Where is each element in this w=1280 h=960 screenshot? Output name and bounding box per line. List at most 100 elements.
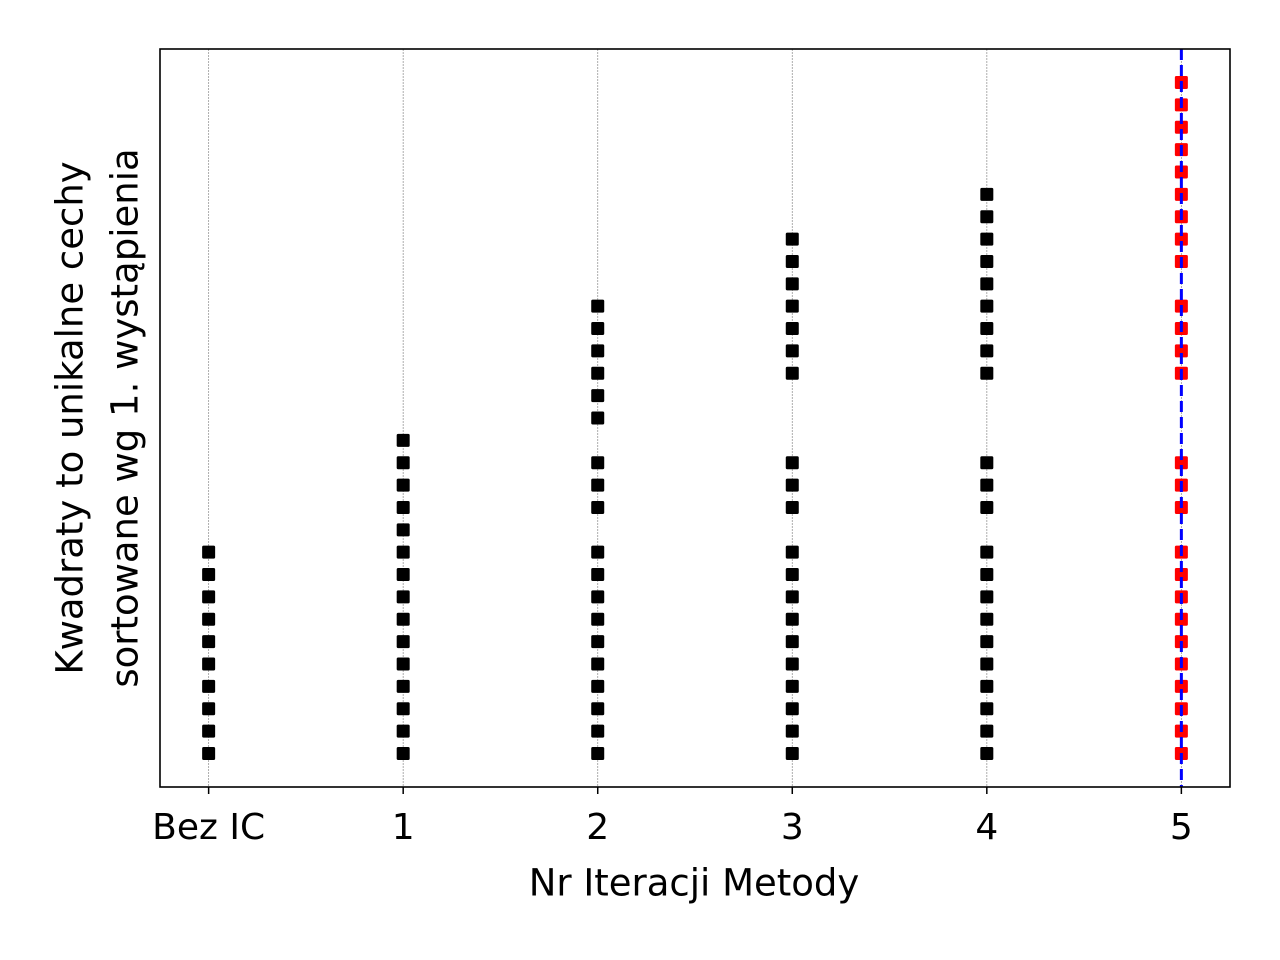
point: [785, 679, 799, 693]
point: [591, 724, 605, 738]
point: [202, 657, 216, 671]
point: [591, 344, 605, 358]
point: [980, 344, 994, 358]
point: [1174, 120, 1188, 134]
point: [980, 299, 994, 313]
point: [785, 746, 799, 760]
point: [591, 456, 605, 470]
point: [591, 746, 605, 760]
point: [591, 657, 605, 671]
x-tick-label: 5: [1170, 807, 1193, 848]
point: [1174, 344, 1188, 358]
point: [785, 724, 799, 738]
point: [1174, 456, 1188, 470]
point: [591, 612, 605, 626]
point: [591, 411, 605, 425]
point: [396, 590, 410, 604]
point: [980, 478, 994, 492]
point: [785, 366, 799, 380]
x-tick-label: 1: [392, 807, 415, 848]
point: [202, 590, 216, 604]
point: [980, 590, 994, 604]
point: [980, 277, 994, 291]
point: [785, 545, 799, 559]
point: [980, 210, 994, 224]
x-tick-label: 2: [586, 807, 609, 848]
point: [785, 568, 799, 582]
point: [591, 322, 605, 336]
point: [591, 545, 605, 559]
point: [785, 635, 799, 649]
point: [396, 568, 410, 582]
point: [202, 545, 216, 559]
point: [591, 679, 605, 693]
point: [785, 277, 799, 291]
point: [980, 568, 994, 582]
point: [785, 500, 799, 514]
point: [396, 523, 410, 537]
point: [396, 478, 410, 492]
point: [396, 657, 410, 671]
point: [591, 635, 605, 649]
point: [591, 299, 605, 313]
point: [396, 500, 410, 514]
point: [202, 724, 216, 738]
point: [396, 635, 410, 649]
point: [785, 456, 799, 470]
point: [396, 724, 410, 738]
point: [591, 500, 605, 514]
x-tick-label: 4: [975, 807, 998, 848]
point: [1174, 568, 1188, 582]
point: [202, 679, 216, 693]
point: [980, 322, 994, 336]
point: [1174, 232, 1188, 246]
point: [980, 232, 994, 246]
point: [1174, 679, 1188, 693]
point: [785, 322, 799, 336]
point: [785, 702, 799, 716]
point: [591, 366, 605, 380]
point: [202, 612, 216, 626]
point: [396, 746, 410, 760]
point: [785, 344, 799, 358]
y-axis-label: sortowane wg 1. wystąpienia: [104, 148, 147, 687]
plot-frame: [159, 48, 1231, 788]
point: [785, 254, 799, 268]
point: [980, 187, 994, 201]
point: [785, 612, 799, 626]
point: [396, 702, 410, 716]
point: [591, 568, 605, 582]
point: [980, 612, 994, 626]
point: [396, 612, 410, 626]
point: [396, 456, 410, 470]
point: [980, 254, 994, 268]
point: [785, 478, 799, 492]
x-axis-label: Nr Iteracji Metody: [529, 862, 860, 905]
x-tick-label: 3: [781, 807, 804, 848]
point: [785, 590, 799, 604]
point: [980, 702, 994, 716]
x-tick-label: Bez IC: [152, 807, 265, 848]
point: [980, 635, 994, 649]
point: [396, 679, 410, 693]
point: [591, 389, 605, 403]
point: [202, 635, 216, 649]
point: [202, 568, 216, 582]
point: [785, 657, 799, 671]
point: [980, 500, 994, 514]
point: [785, 232, 799, 246]
point: [591, 702, 605, 716]
point: [202, 746, 216, 760]
point: [980, 746, 994, 760]
point: [980, 545, 994, 559]
point: [396, 433, 410, 447]
point: [980, 679, 994, 693]
y-axis-label: Kwadraty to unikalne cechy: [49, 161, 92, 674]
point: [785, 299, 799, 313]
point: [980, 456, 994, 470]
point: [591, 478, 605, 492]
point: [980, 366, 994, 380]
point: [980, 657, 994, 671]
